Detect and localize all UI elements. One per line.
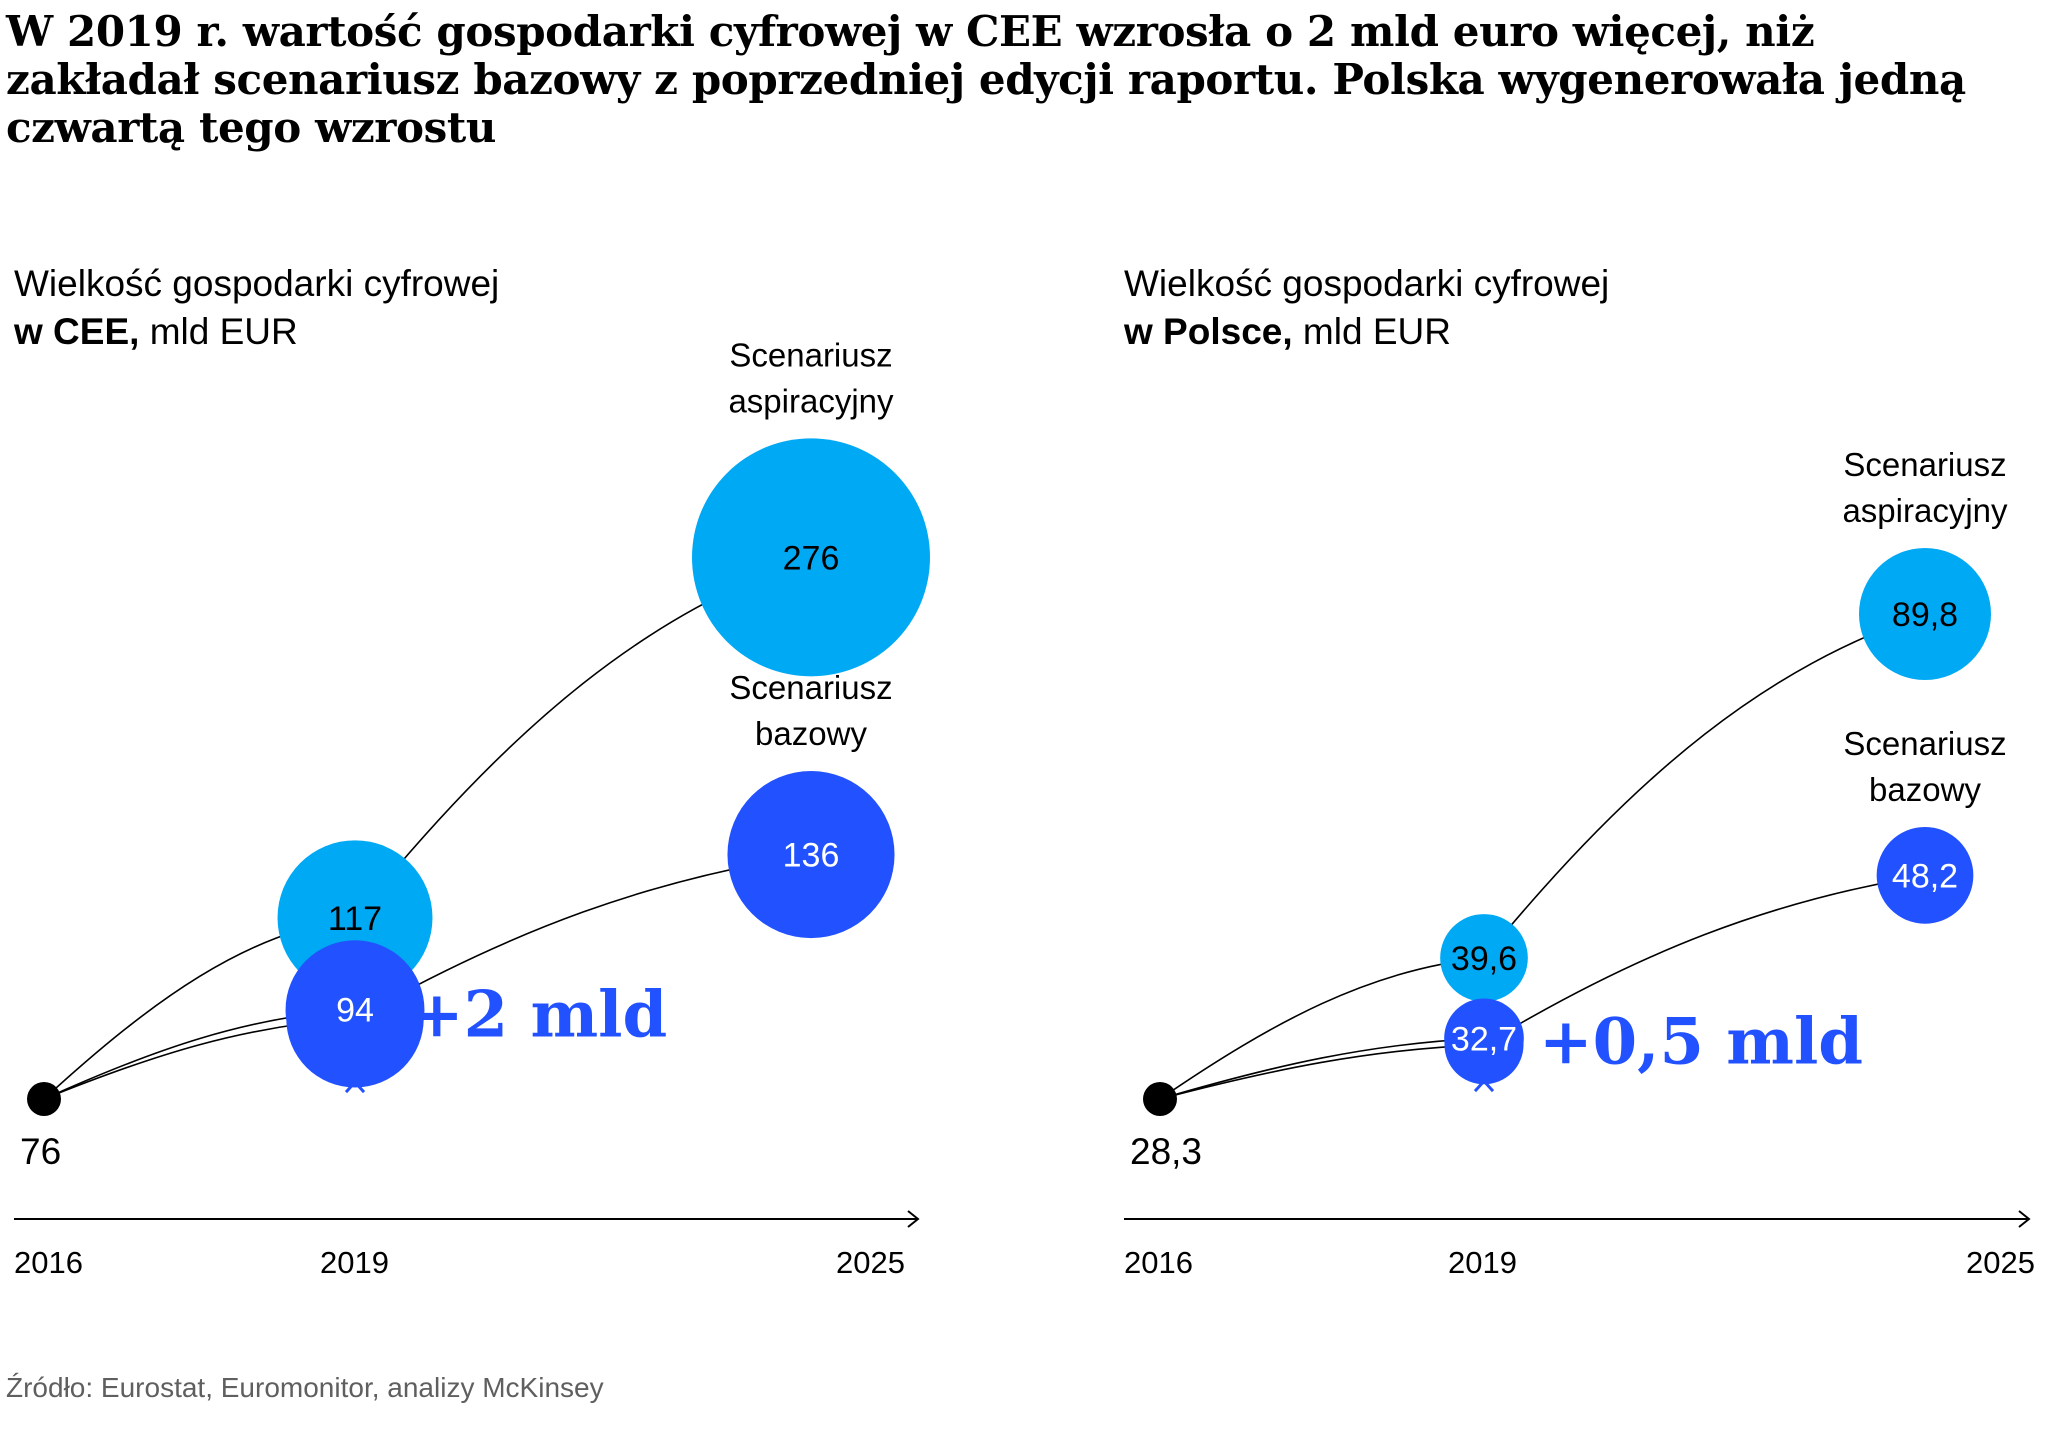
bubble-label: 32,7 [1451, 1020, 1517, 1058]
headline: W 2019 r. wartość gospodarki cyfrowej w … [6, 8, 2046, 152]
curve-base [1159, 1043, 1485, 1100]
headline-line: W 2019 r. wartość gospodarki cyfrowej w … [6, 7, 1815, 56]
bubble-base-2025 [727, 771, 895, 939]
x-tick-label: 2016 [1124, 1245, 1193, 1280]
bubble-label: 136 [783, 837, 840, 875]
headline-line: zakładał scenariusz bazowy z poprzedniej… [6, 55, 1966, 104]
delta-label: +0,5 mld [1539, 1005, 1863, 1080]
bubble-label: 48,2 [1892, 857, 1958, 895]
source-note: Źródło: Eurostat, Euromonitor, analizy M… [6, 1372, 604, 1403]
series-name-base: bazowy [755, 715, 867, 752]
panel-unit: mld EUR [150, 311, 298, 352]
x-tick-label: 2025 [836, 1245, 905, 1280]
bubble-label: 117 [328, 900, 382, 938]
panel-unit: mld EUR [1303, 311, 1451, 352]
series-name-aspirational: aspiracyjny [728, 382, 894, 419]
panel-title: Wielkość gospodarki cyfrowej [1124, 263, 1609, 304]
bubble-aspirational-2025 [692, 438, 930, 677]
bubble-actual-2019 [285, 940, 425, 1080]
headline-line: czwartą tego wzrostu [6, 103, 497, 152]
bubble-label: 89,8 [1892, 596, 1958, 634]
start-value-label: 28,3 [1130, 1131, 1202, 1172]
series-name-aspirational: Scenariusz [729, 336, 892, 373]
bubble-label: 94 [336, 992, 374, 1030]
start-value-label: 76 [20, 1131, 61, 1172]
panel-title: Wielkość gospodarki cyfrowej [14, 263, 499, 304]
bubble-label: 39,6 [1451, 940, 1517, 978]
start-point [1143, 1082, 1177, 1116]
bubble-aspirational-2019 [1440, 914, 1528, 1002]
x-tick-label: 2016 [14, 1245, 83, 1280]
curve-aspirational-2025 [1483, 613, 1926, 959]
x-axis-arrow [2018, 1210, 2031, 1228]
curve-actual [1159, 1037, 1485, 1100]
curve-aspirational [1159, 957, 1485, 1100]
start-point [27, 1082, 61, 1116]
series-name-base: bazowy [1869, 771, 1981, 808]
series-name-base: Scenariusz [729, 669, 892, 706]
bubble-base-2025 [1876, 826, 1974, 924]
curve-base-2025 [1483, 874, 1926, 1046]
panel-region: w Polsce, [1123, 311, 1303, 352]
x-tick-label: 2019 [1448, 1245, 1517, 1280]
delta-label: +2 mld [410, 978, 667, 1053]
series-name-aspirational: aspiracyjny [1842, 492, 2008, 529]
panel-subtitle: w Polsce, mld EUR [1123, 311, 1451, 352]
x-tick-label: 2025 [1966, 1245, 2035, 1280]
x-tick-label: 2019 [320, 1245, 389, 1280]
panel-region: w CEE, [13, 311, 150, 352]
x-axis-arrow [907, 1210, 920, 1228]
series-name-base: Scenariusz [1843, 725, 2006, 762]
panel-subtitle: w CEE, mld EUR [13, 311, 298, 352]
bubble-aspirational-2025 [1859, 548, 1991, 681]
bubble-actual-2019 [1444, 998, 1524, 1079]
series-name-aspirational: Scenariusz [1843, 446, 2006, 483]
bubble-label: 276 [783, 539, 840, 577]
